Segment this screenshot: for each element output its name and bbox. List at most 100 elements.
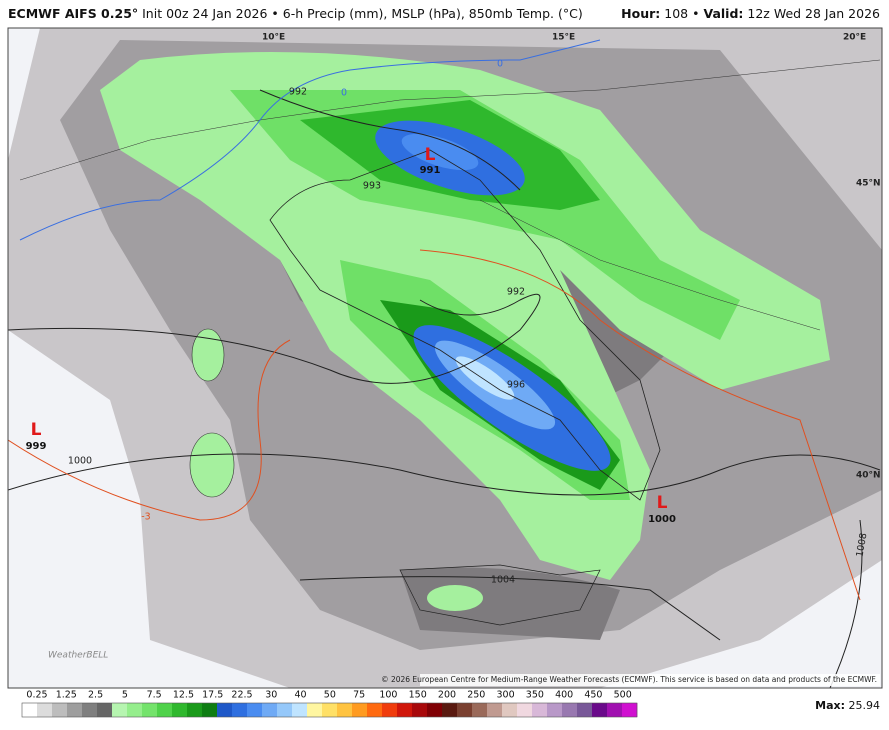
colorbar-swatch — [202, 703, 218, 717]
colorbar-swatch — [622, 703, 638, 717]
sicily-coast — [399, 564, 601, 626]
contour-label: 1008 — [854, 532, 869, 558]
max: Max: 25.94 — [815, 699, 880, 712]
colorbar-label: 200 — [438, 690, 456, 701]
colorbar-swatch — [52, 703, 68, 717]
hour-label: Hour: — [621, 6, 660, 21]
isobar-1008 — [829, 519, 863, 688]
colorbar-label: 30 — [265, 690, 277, 701]
colorbar-swatch — [217, 703, 233, 717]
model: ECMWF AIFS 0.25° — [8, 6, 138, 21]
colorbar-swatch — [247, 703, 263, 717]
grid-label: 10°E — [262, 33, 285, 43]
contour-label: 993 — [363, 181, 381, 192]
sardinia — [189, 432, 235, 498]
isobar-1004 — [299, 576, 721, 641]
contour-label: 1004 — [491, 575, 515, 586]
colorbar: 0.25 1.25 2.5 5 7.5 12.5 17.5 22.5 30 40 50 75 100 15… — [21, 690, 638, 718]
colorbar-label: 50 — [324, 690, 336, 701]
colorbar-label: 7.5 — [147, 690, 162, 701]
isotherm-m3 — [8, 249, 861, 601]
colorbar-swatch — [187, 703, 203, 717]
header-title: ECMWF AIFS 0.25° Init 00z 24 Jan 2026 • … — [8, 6, 583, 21]
colorbar-swatch — [592, 703, 608, 717]
valid-value: 12z Wed 28 Jan 2026 — [747, 6, 880, 21]
colorbar-swatch — [367, 703, 383, 717]
colorbar-label: 17.5 — [202, 690, 223, 701]
colorbar-swatch — [232, 703, 248, 717]
colorbar-swatch — [427, 703, 443, 717]
colorbar-frame — [21, 702, 638, 718]
colorbar-swatch — [577, 703, 593, 717]
contour-label: 996 — [507, 380, 525, 391]
sicily-precip — [427, 585, 483, 611]
low-symbol: L — [657, 493, 668, 513]
grid-label: 45°N — [856, 179, 881, 189]
isobar-1000 — [8, 453, 881, 496]
colorbar-swatch — [112, 703, 128, 717]
colorbar-label: 150 — [409, 690, 427, 701]
logo: WeatherBELL — [48, 651, 108, 661]
header-valid: Hour: 108 • Valid: 12z Wed 28 Jan 2026 — [621, 6, 880, 21]
map: WeatherBELL L 991 L 999 L 1000 992 993 9… — [7, 27, 883, 689]
colorbar-swatch — [442, 703, 458, 717]
precip-blue-north-core — [401, 133, 479, 171]
colorbar-label: 75 — [353, 690, 365, 701]
corsica — [191, 328, 225, 382]
colorbar-swatch — [457, 703, 473, 717]
isobar-992 — [259, 89, 521, 191]
colorbar-label: 12.5 — [173, 690, 194, 701]
colorbar-swatch — [562, 703, 578, 717]
colorbar-swatch — [532, 703, 548, 717]
contour-label: -3 — [141, 512, 150, 523]
colorbar-swatch — [37, 703, 53, 717]
grid-label: 15°E — [552, 33, 575, 43]
contour-label: 992 — [289, 87, 307, 98]
contour-label: 1000 — [68, 456, 92, 467]
italy-coast — [269, 149, 661, 501]
colorbar-swatch — [322, 703, 338, 717]
colorbar-label: 100 — [379, 690, 397, 701]
contour-label: 992 — [507, 287, 525, 298]
colorbar-swatch — [502, 703, 518, 717]
colorbar-swatch — [142, 703, 158, 717]
colorbar-label: 400 — [555, 690, 573, 701]
grid-label: 40°N — [856, 471, 881, 481]
colorbar-label: 22.5 — [231, 690, 252, 701]
colorbar-swatch — [292, 703, 308, 717]
low-value: 999 — [26, 441, 47, 452]
colorbar-label: 40 — [295, 690, 307, 701]
colorbar-label: 500 — [614, 690, 632, 701]
credit: © 2026 European Centre for Medium-Range … — [381, 675, 877, 684]
colorbar-swatch — [607, 703, 623, 717]
colorbar-label: 5 — [122, 690, 128, 701]
colorbar-swatch — [67, 703, 83, 717]
low-value: 1000 — [648, 514, 676, 525]
borders — [19, 59, 881, 331]
colorbar-swatch — [472, 703, 488, 717]
colorbar-swatch — [547, 703, 563, 717]
colorbar-label: 0.25 — [26, 690, 47, 701]
description: Init 00z 24 Jan 2026 • 6-h Precip (mm), … — [142, 6, 583, 21]
colorbar-swatch — [172, 703, 188, 717]
colorbar-swatch — [412, 703, 428, 717]
low-value: 991 — [420, 165, 441, 176]
isotherm-0 — [19, 39, 601, 241]
colorbar-swatch — [22, 703, 38, 717]
max-label: Max: — [815, 699, 845, 712]
colorbar-swatch — [97, 703, 113, 717]
contour-label: 0 — [497, 59, 503, 70]
grid-label: 20°E — [843, 33, 866, 43]
colorbar-swatch — [487, 703, 503, 717]
isobar-996 — [8, 293, 541, 384]
low-symbol: L — [31, 420, 42, 440]
hour-value: 108 • — [664, 6, 699, 21]
contour-label: 0 — [341, 88, 347, 99]
colorbar-swatch — [337, 703, 353, 717]
colorbar-label: 300 — [497, 690, 515, 701]
max-value: 25.94 — [849, 699, 881, 712]
map-frame — [7, 27, 883, 689]
colorbar-swatch — [157, 703, 173, 717]
colorbar-label: 1.25 — [56, 690, 77, 701]
